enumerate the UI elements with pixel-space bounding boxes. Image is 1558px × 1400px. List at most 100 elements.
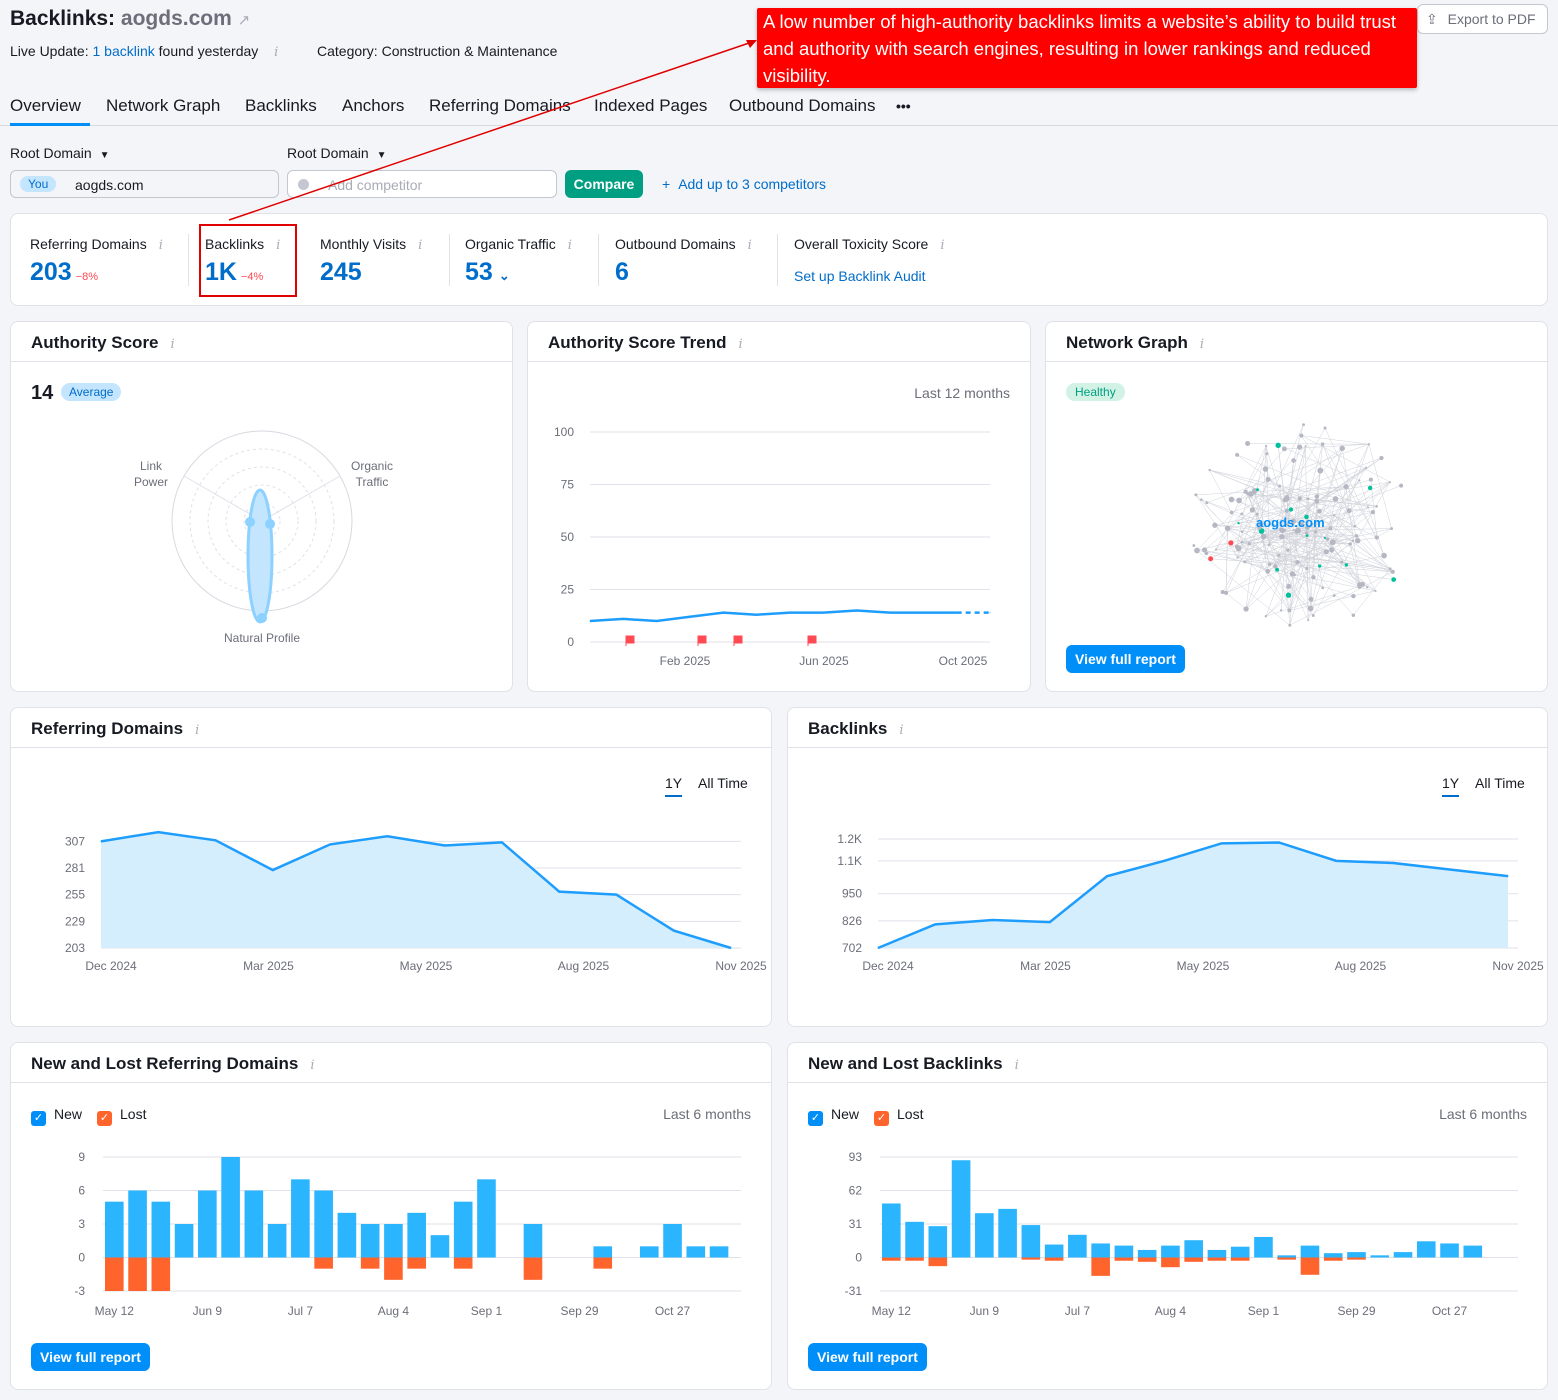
bar-new xyxy=(314,1190,333,1258)
network-edge xyxy=(1227,528,1323,589)
info-icon[interactable]: i xyxy=(1014,1058,1019,1073)
network-edge xyxy=(1324,427,1385,556)
network-edge xyxy=(1214,524,1260,529)
network-node xyxy=(1235,545,1242,552)
legend-lost-checkbox[interactable]: ✓ Lost xyxy=(97,1106,146,1126)
legend-new-checkbox[interactable]: ✓ New xyxy=(808,1106,859,1126)
network-view-report-button[interactable]: View full report xyxy=(1066,645,1185,673)
bar-new xyxy=(882,1203,901,1258)
info-icon[interactable]: i xyxy=(738,337,743,352)
bar-new xyxy=(1347,1252,1366,1258)
backlinks-metric-value[interactable]: 1K −4% xyxy=(205,258,264,286)
info-icon[interactable]: i xyxy=(158,238,163,253)
info-icon[interactable]: i xyxy=(567,238,572,253)
bar-new xyxy=(1091,1243,1110,1258)
authority-score-value: 14 xyxy=(31,382,54,404)
network-edge xyxy=(1346,564,1393,572)
external-link-icon[interactable]: ↗ xyxy=(237,12,251,29)
outbound-domains-metric-value[interactable]: 6 xyxy=(615,258,629,286)
page-title-domain[interactable]: aogds.com xyxy=(120,7,232,30)
authority-trend-period: Last 12 months xyxy=(914,385,1010,401)
tab-referring-domains[interactable]: Referring Domains xyxy=(429,96,571,115)
info-icon[interactable]: i xyxy=(276,238,281,253)
network-node xyxy=(1317,467,1324,474)
network-node xyxy=(1314,494,1320,499)
bar-lost xyxy=(1347,1257,1366,1260)
y-tick-label: 1.1K xyxy=(837,854,862,868)
setup-backlink-audit-link[interactable]: Set up Backlink Audit xyxy=(794,268,926,284)
tab-backlinks[interactable]: Backlinks xyxy=(245,96,317,115)
tab-more[interactable]: ••• xyxy=(896,98,911,114)
info-icon[interactable]: i xyxy=(274,45,279,60)
network-edge xyxy=(1250,493,1373,513)
info-icon[interactable]: i xyxy=(195,723,200,738)
bar-lost xyxy=(314,1257,333,1269)
range-1y-tab[interactable]: 1Y xyxy=(1442,775,1460,797)
rd-view-report-button[interactable]: View full report xyxy=(31,1343,150,1371)
network-edge xyxy=(1265,507,1369,617)
organic-traffic-metric-value[interactable]: 53 ⌄ xyxy=(465,258,510,286)
network-edge xyxy=(1376,528,1392,538)
x-tick-label: Feb 2025 xyxy=(660,654,711,668)
legend-lost-checkbox[interactable]: ✓ Lost xyxy=(874,1106,923,1126)
info-icon[interactable]: i xyxy=(899,723,904,738)
add-competitors-link[interactable]: + Add up to 3 competitors xyxy=(662,176,826,192)
network-node xyxy=(1228,540,1234,546)
live-update-link[interactable]: 1 backlink xyxy=(92,43,155,59)
compare-button[interactable]: Compare xyxy=(565,170,643,198)
bar-new xyxy=(1416,1241,1436,1258)
x-tick-label: May 12 xyxy=(872,1304,912,1318)
network-node xyxy=(1339,445,1345,451)
network-edge xyxy=(1245,481,1391,610)
network-edge xyxy=(1286,496,1360,585)
range-all-time-tab[interactable]: All Time xyxy=(698,775,748,791)
tab-overview[interactable]: Overview xyxy=(10,96,81,115)
bl-view-report-button[interactable]: View full report xyxy=(808,1343,927,1371)
trend-point xyxy=(822,612,824,614)
divider xyxy=(188,234,189,286)
divider xyxy=(449,234,450,286)
info-icon[interactable]: i xyxy=(310,1058,315,1073)
network-node xyxy=(1220,589,1225,595)
network-edge xyxy=(1236,509,1253,547)
info-icon[interactable]: i xyxy=(940,238,945,253)
competitor-input[interactable]: Add competitor xyxy=(287,170,557,198)
tab-outbound-domains[interactable]: Outbound Domains xyxy=(729,96,876,115)
range-1y-tab[interactable]: 1Y xyxy=(665,775,683,797)
bar-new xyxy=(198,1190,217,1258)
tab-network-graph[interactable]: Network Graph xyxy=(106,96,221,115)
info-icon[interactable]: i xyxy=(747,238,752,253)
network-edge xyxy=(1236,546,1290,611)
x-tick-label: Aug 2025 xyxy=(558,959,610,973)
you-domain-field[interactable]: You aogds.com xyxy=(10,170,279,198)
info-icon[interactable]: i xyxy=(170,337,175,352)
referring-domains-metric-value[interactable]: 203 −8% xyxy=(30,258,99,286)
authority-score-title: Authority Score i xyxy=(31,333,175,352)
info-icon[interactable]: i xyxy=(1199,337,1205,352)
network-node xyxy=(1307,619,1310,622)
referring-domains-metric-label: Referring Domains i xyxy=(30,236,163,253)
range-all-time-tab[interactable]: All Time xyxy=(1475,775,1525,791)
root-domain-select-2[interactable]: Root Domain ▼ xyxy=(287,145,387,161)
monthly-visits-metric-value[interactable]: 245 xyxy=(320,258,362,286)
info-icon[interactable]: i xyxy=(418,238,423,253)
tab-anchors[interactable]: Anchors xyxy=(342,96,405,115)
x-tick-label: Dec 2024 xyxy=(862,959,914,973)
network-edge xyxy=(1284,443,1369,450)
network-edge xyxy=(1227,448,1343,529)
tab-indexed-pages[interactable]: Indexed Pages xyxy=(594,96,708,115)
network-node xyxy=(1399,483,1404,488)
export-pdf-button[interactable]: ⇪ Export to PDF xyxy=(1417,4,1548,34)
network-node xyxy=(1329,547,1335,553)
axis-label-organic-traffic: Organic Traffic xyxy=(350,459,394,489)
legend-new-checkbox[interactable]: ✓ New xyxy=(31,1106,82,1126)
checkbox-checked-icon: ✓ xyxy=(808,1111,823,1126)
network-node xyxy=(1214,548,1217,551)
network-edge xyxy=(1359,480,1385,556)
annotation-arrow xyxy=(228,40,757,221)
network-edge xyxy=(1244,529,1282,563)
new-lost-backlinks-card: New and Lost Backlinks i ✓ New ✓ Lost Last … xyxy=(787,1042,1548,1390)
authority-trend-title: Authority Score Trend i xyxy=(548,333,743,352)
root-domain-select-1[interactable]: Root Domain ▼ xyxy=(10,145,110,161)
new-lost-referring-domains-bar-chart: 9 6 3 0 -3 May 12 Jun 9 Jul 7 Aug 4 Sep 1 Sep 29 Oc… xyxy=(74,1150,741,1318)
